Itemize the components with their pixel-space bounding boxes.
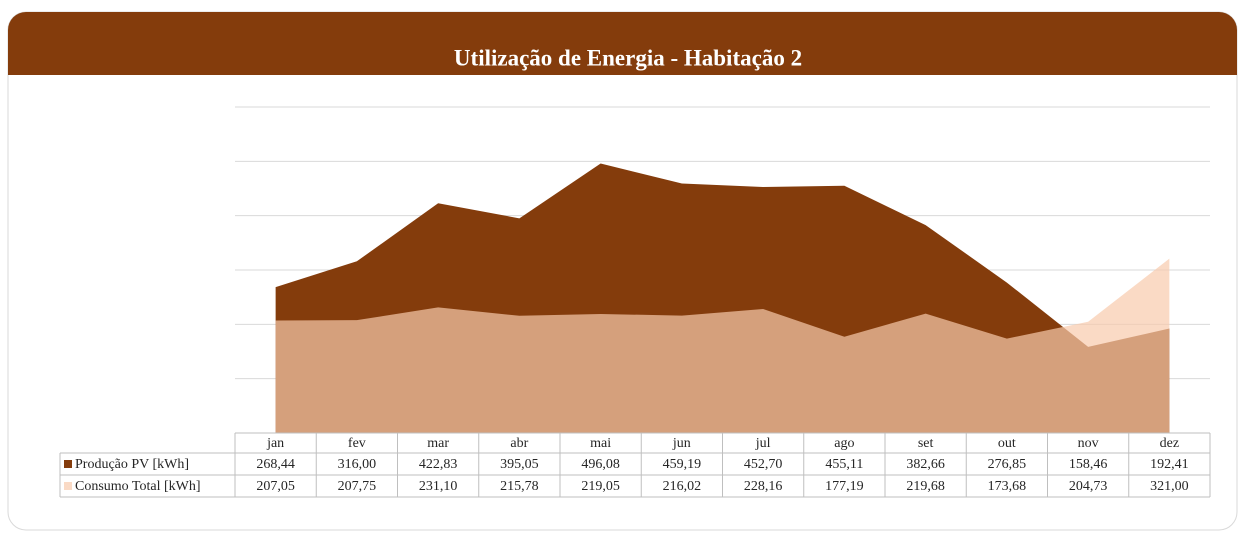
chart-title: Utilização de Energia - Habitação 2 — [454, 45, 802, 70]
table-value: 496,08 — [581, 457, 620, 472]
x-tick-label: abr — [510, 436, 528, 451]
table-value: 158,46 — [1069, 457, 1108, 472]
table-value: 455,11 — [825, 457, 863, 472]
x-tick-label: out — [998, 436, 1016, 451]
table-value: 216,02 — [663, 479, 702, 494]
table-value: 192,41 — [1150, 457, 1189, 472]
table-value: 219,68 — [906, 479, 945, 494]
table-value: 422,83 — [419, 457, 458, 472]
table-value: 177,19 — [825, 479, 864, 494]
table-value: 276,85 — [988, 457, 1027, 472]
table-value: 395,05 — [500, 457, 539, 472]
table-value: 207,05 — [256, 479, 295, 494]
table-value: 207,75 — [338, 479, 377, 494]
table-value: 382,66 — [906, 457, 945, 472]
x-tick-label: dez — [1160, 436, 1179, 451]
x-tick-label: nov — [1078, 436, 1099, 451]
table-value: 228,16 — [744, 479, 783, 494]
x-tick-label: mai — [590, 436, 611, 451]
area — [275, 258, 1170, 433]
table-value: 268,44 — [256, 457, 295, 472]
x-tick-label: jul — [755, 436, 771, 451]
table-value: 204,73 — [1069, 479, 1108, 494]
table-value: 219,05 — [581, 479, 620, 494]
table-value: 173,68 — [988, 479, 1027, 494]
table-value: 231,10 — [419, 479, 458, 494]
legend-label: Consumo Total [kWh] — [75, 479, 201, 494]
x-tick-label: set — [918, 436, 934, 451]
table-value: 459,19 — [663, 457, 702, 472]
table-value: 321,00 — [1150, 479, 1189, 494]
table-value: 316,00 — [338, 457, 377, 472]
header-band — [8, 12, 1237, 75]
table-value: 452,70 — [744, 457, 783, 472]
legend-swatch — [64, 482, 72, 490]
x-tick-label: jun — [672, 436, 691, 451]
x-tick-label: ago — [834, 436, 854, 451]
x-tick-label: mar — [427, 436, 449, 451]
legend-label: Produção PV [kWh] — [75, 457, 189, 472]
legend-swatch — [64, 460, 72, 468]
table-value: 215,78 — [500, 479, 539, 494]
x-tick-label: fev — [348, 436, 366, 451]
x-tick-label: jan — [266, 436, 284, 451]
